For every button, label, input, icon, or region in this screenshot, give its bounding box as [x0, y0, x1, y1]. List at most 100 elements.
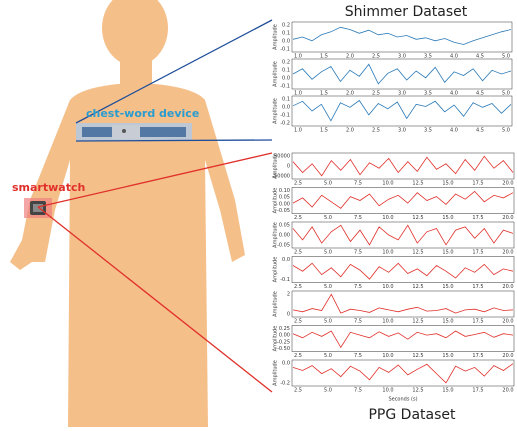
- y-tick-label: 0.00: [279, 333, 290, 339]
- signal: [292, 330, 514, 349]
- x-tick-label: 5.0: [324, 353, 332, 359]
- x-tick-label: 20.0: [502, 215, 513, 221]
- x-tick-label: 10.0: [382, 250, 393, 256]
- x-tick-label: 15.0: [442, 388, 453, 394]
- x-tick-label: 7.5: [354, 319, 362, 325]
- x-tick-label: 3.0: [398, 54, 406, 60]
- x-tick-label: 17.5: [472, 215, 483, 221]
- y-tick-label: -0.1: [280, 113, 290, 119]
- y-tick-label: -0.2: [280, 381, 290, 387]
- x-tick-label: 2.5: [294, 353, 302, 359]
- plot-frame: [291, 221, 515, 249]
- x-tick-label: 15.0: [442, 284, 453, 290]
- x-tick-label: 2.5: [294, 388, 302, 394]
- x-tick-label: 10.0: [382, 284, 393, 290]
- title: PPG Dataset: [368, 407, 456, 423]
- y-tick-label: 0.25: [279, 326, 290, 332]
- x-tick-label: 12.5: [412, 319, 423, 325]
- y-axis-label: Amplitude: [273, 326, 279, 352]
- x-tick-label: 4.5: [476, 128, 484, 134]
- y-tick-label: 0.00: [279, 201, 290, 207]
- x-tick-label: 3.0: [398, 128, 406, 134]
- x-tick-label: 2.5: [294, 319, 302, 325]
- signal: [292, 155, 514, 177]
- y-tick-label: 0.2: [282, 60, 290, 66]
- x-tick-label: 5.0: [502, 91, 510, 97]
- y-tick-label: 0.10: [279, 188, 290, 194]
- x-tick-label: 10.0: [382, 353, 393, 359]
- y-tick-label: -0.05: [277, 208, 290, 214]
- x-tick-label: 2.0: [346, 128, 354, 134]
- signal: [292, 224, 514, 246]
- signal: [292, 262, 514, 280]
- y-tick-label: 0.05: [279, 195, 290, 201]
- x-tick-label: 12.5: [412, 353, 423, 359]
- x-tick-label: 1.5: [320, 54, 328, 60]
- y-tick-label: -0.2: [280, 121, 290, 127]
- signal: [292, 99, 512, 122]
- y-axis-label: Amplitude: [273, 98, 279, 124]
- y-tick-label: 0.0: [282, 257, 290, 263]
- x-tick-label: 20.0: [502, 250, 513, 256]
- y-axis-label: Amplitude: [273, 188, 279, 214]
- x-tick-label: 17.5: [472, 181, 483, 187]
- y-tick-label: -0.05: [277, 243, 290, 249]
- x-tick-label: 1.0: [294, 91, 302, 97]
- plot-frame: [291, 58, 513, 90]
- y-axis-label: Amplitude: [273, 61, 279, 87]
- y-axis-label: Amplitude: [273, 360, 279, 386]
- signal: [292, 190, 514, 209]
- x-tick-label: 20.0: [502, 319, 513, 325]
- x-tick-label: 2.5: [294, 284, 302, 290]
- x-tick-label: 4.5: [476, 91, 484, 97]
- y-tick-label: 0.05: [279, 223, 290, 229]
- plot-frame: [291, 21, 513, 53]
- x-tick-label: 2.0: [346, 91, 354, 97]
- x-tick-label: 2.5: [294, 250, 302, 256]
- x-tick-label: 20.0: [502, 181, 513, 187]
- x-tick-label: 15.0: [442, 215, 453, 221]
- signal: [292, 293, 514, 314]
- x-tick-label: 4.0: [450, 128, 458, 134]
- x-tick-label: 5.0: [324, 388, 332, 394]
- y-tick-label: 0.0: [282, 105, 290, 111]
- x-tick-label: 15.0: [442, 353, 453, 359]
- x-tick-label: 20.0: [502, 388, 513, 394]
- x-tick-label: 5.0: [324, 250, 332, 256]
- x-tick-label: 7.5: [354, 250, 362, 256]
- x-tick-label: 1.5: [320, 128, 328, 134]
- y-axis-label: Amplitude: [273, 222, 279, 248]
- y-axis-label: Amplitude: [273, 153, 279, 179]
- x-tick-label: 7.5: [354, 215, 362, 221]
- y-tick-label: 0.0: [282, 76, 290, 82]
- x-tick-label: 12.5: [412, 215, 423, 221]
- y-tick-label: 0.00: [279, 233, 290, 239]
- x-tick-label: 15.0: [442, 181, 453, 187]
- y-tick-label: 0.0: [282, 361, 290, 367]
- x-tick-label: 20.0: [502, 284, 513, 290]
- x-tick-label: 12.5: [412, 284, 423, 290]
- title: Shimmer Dataset: [345, 4, 468, 20]
- x-tick-label: 12.5: [412, 181, 423, 187]
- plot-frame: [291, 187, 515, 214]
- x-tick-label: 10.0: [382, 319, 393, 325]
- connector: [37, 206, 273, 393]
- y-tick-label: 2: [287, 292, 290, 298]
- plot-frame: [291, 325, 515, 352]
- y-tick-label: 50000: [274, 154, 290, 160]
- x-tick-label: 4.0: [450, 54, 458, 60]
- y-tick-label: -0.1: [280, 277, 290, 283]
- x-tick-label: 4.5: [476, 54, 484, 60]
- plot-frame: [291, 152, 515, 180]
- chest-label: chest-word device: [86, 107, 199, 120]
- x-tick-label: 5.0: [324, 284, 332, 290]
- x-tick-label: 2.5: [372, 91, 380, 97]
- x-tick-label: 15.0: [442, 250, 453, 256]
- y-tick-label: 0: [287, 312, 290, 318]
- x-tick-label: 17.5: [472, 250, 483, 256]
- x-tick-label: 4.0: [450, 91, 458, 97]
- x-tick-label: 7.5: [354, 284, 362, 290]
- connector: [75, 19, 273, 124]
- y-tick-label: -0.1: [280, 84, 290, 90]
- signal: [292, 26, 512, 45]
